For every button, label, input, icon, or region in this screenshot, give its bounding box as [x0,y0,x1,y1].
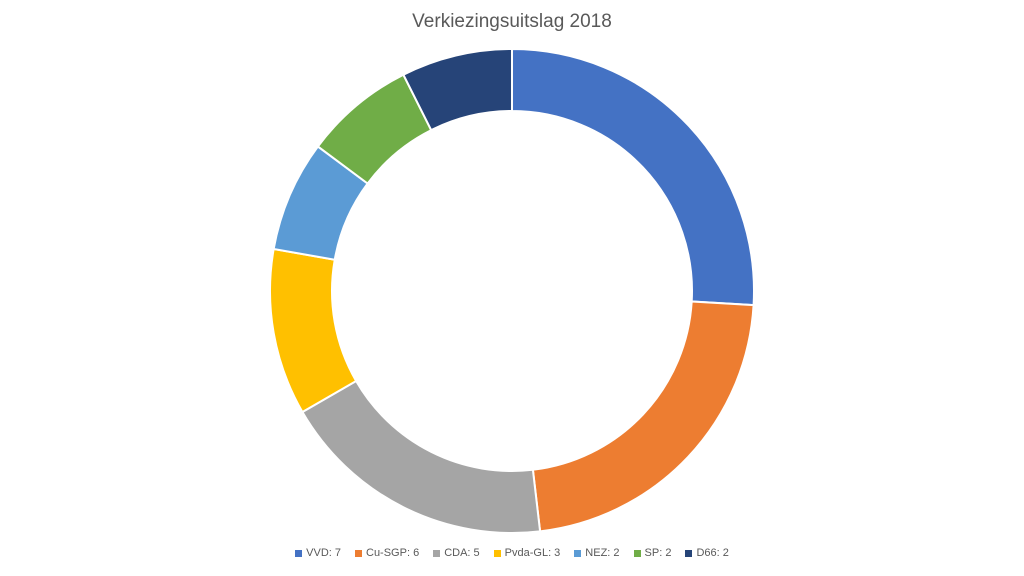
legend-item-sp: SP: 2 [633,547,672,559]
legend-item-d66: D66: 2 [685,547,729,559]
legend-item-vvd: VVD: 7 [295,547,341,559]
legend: VVD: 7 Cu-SGP: 6 CDA: 5 Pvda-GL: 3 NEZ: 2 SP:… [0,547,1024,559]
legend-label: Pvda-GL: 3 [504,547,561,559]
legend-item-pvda-gl: Pvda-GL: 3 [493,547,561,559]
legend-swatch [493,549,501,557]
legend-label: Cu-SGP: 6 [366,547,420,559]
legend-swatch [355,549,362,557]
legend-item-cu-sgp: Cu-SGP: 6 [355,547,419,559]
legend-label: CDA: 5 [444,547,480,559]
legend-label: NEZ: 2 [585,547,620,559]
chart-title: Verkiezingsuitslag 2018 [412,11,612,32]
donut-slice-cu-sgp [531,300,755,533]
legend-label: D66: 2 [696,547,729,559]
donut-slice-cda [301,379,542,534]
legend-swatch [295,549,303,557]
legend-label: SP: 2 [644,547,672,559]
legend-swatch [574,549,582,557]
legend-item-cda: CDA: 5 [433,547,480,559]
legend-swatch [633,549,641,557]
legend-swatch [433,549,441,557]
donut-slice-d66 [402,47,513,132]
legend-swatch [685,549,693,557]
donut-slice-pvda-gl [269,247,358,414]
legend-label: VVD: 7 [306,547,341,559]
legend-item-nez: NEZ: 2 [574,547,620,559]
donut-slice-vvd [511,47,755,307]
